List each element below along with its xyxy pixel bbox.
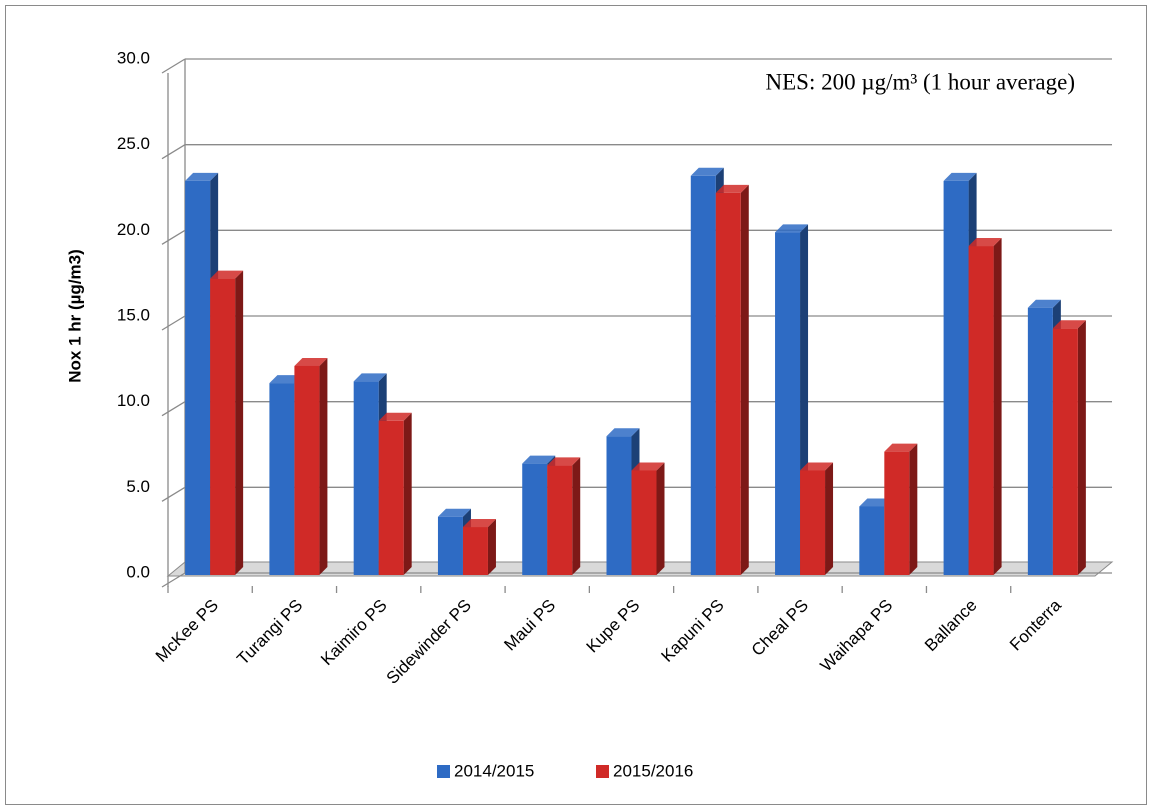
bar <box>437 516 463 575</box>
bar <box>547 465 573 575</box>
bar <box>715 192 741 575</box>
bar-top <box>1052 320 1086 329</box>
y-tick-label: 25.0 <box>117 134 150 153</box>
grid-tick <box>161 401 186 417</box>
bar-top <box>353 373 387 382</box>
bar-side <box>656 462 665 575</box>
bar-top <box>269 375 303 384</box>
bar-top <box>690 167 724 176</box>
bar-top <box>378 412 412 421</box>
bar-top <box>884 443 918 452</box>
bar-side <box>235 270 244 575</box>
y-tick-label: 20.0 <box>117 220 150 239</box>
bar-side <box>572 457 581 575</box>
bar-top <box>715 184 749 193</box>
legend-swatch <box>596 765 609 778</box>
bar <box>185 180 211 575</box>
bar <box>378 420 404 575</box>
bar-side <box>1077 320 1086 575</box>
y-tick-label: 10.0 <box>117 391 150 410</box>
bar <box>1052 328 1078 575</box>
bar-top <box>462 519 496 528</box>
bar-side <box>740 184 749 575</box>
bar-top <box>968 238 1002 247</box>
y-tick-label: 0.0 <box>126 562 150 581</box>
bar <box>631 470 657 575</box>
bar-top <box>606 428 640 437</box>
bar-side <box>993 238 1002 576</box>
bar-top <box>210 270 244 279</box>
bar-top <box>522 455 556 464</box>
bar-top <box>631 462 665 471</box>
bar-side <box>909 443 918 575</box>
bar <box>859 506 885 575</box>
annotation: NES: 200 µg/m³ (1 hour average) <box>766 69 1076 94</box>
y-axis-title: Nox 1 hr (µg/m3) <box>65 249 84 383</box>
bar-top <box>547 457 581 466</box>
legend-label: 2015/2016 <box>613 761 693 780</box>
bar <box>1027 307 1053 575</box>
y-tick-label: 30.0 <box>117 48 150 67</box>
bar-top <box>1027 299 1061 308</box>
grid-tick <box>161 144 186 160</box>
bar-top <box>775 224 809 233</box>
bar-side <box>403 412 412 575</box>
bar-top <box>859 498 893 507</box>
y-tick-label: 5.0 <box>126 477 150 496</box>
bar <box>522 463 548 575</box>
bar <box>353 381 379 575</box>
bar <box>884 451 910 575</box>
bar-top <box>943 172 977 181</box>
bar <box>943 180 969 575</box>
bar-top <box>437 508 471 517</box>
bar-top <box>185 172 219 181</box>
y-tick-label: 15.0 <box>117 305 150 324</box>
grid-tick <box>161 315 186 331</box>
bar <box>606 436 632 575</box>
legend: 2014/2015 2015/2016 <box>437 761 693 780</box>
grid-tick <box>161 486 186 502</box>
grid-tick <box>161 572 186 588</box>
bar <box>462 527 488 575</box>
legend-swatch <box>437 765 450 778</box>
bar-side <box>319 357 328 575</box>
grid-tick <box>161 58 186 74</box>
bar-top <box>294 357 328 366</box>
bar-side <box>487 519 496 575</box>
legend-label: 2014/2015 <box>454 761 534 780</box>
bar <box>269 383 295 575</box>
grid-tick <box>161 229 186 245</box>
bar <box>968 246 994 576</box>
bar <box>800 470 826 575</box>
bar-side <box>825 462 834 575</box>
bar <box>294 365 320 575</box>
bar-top <box>800 462 834 471</box>
bar <box>210 278 236 575</box>
bar <box>690 175 716 575</box>
bar <box>775 232 801 576</box>
